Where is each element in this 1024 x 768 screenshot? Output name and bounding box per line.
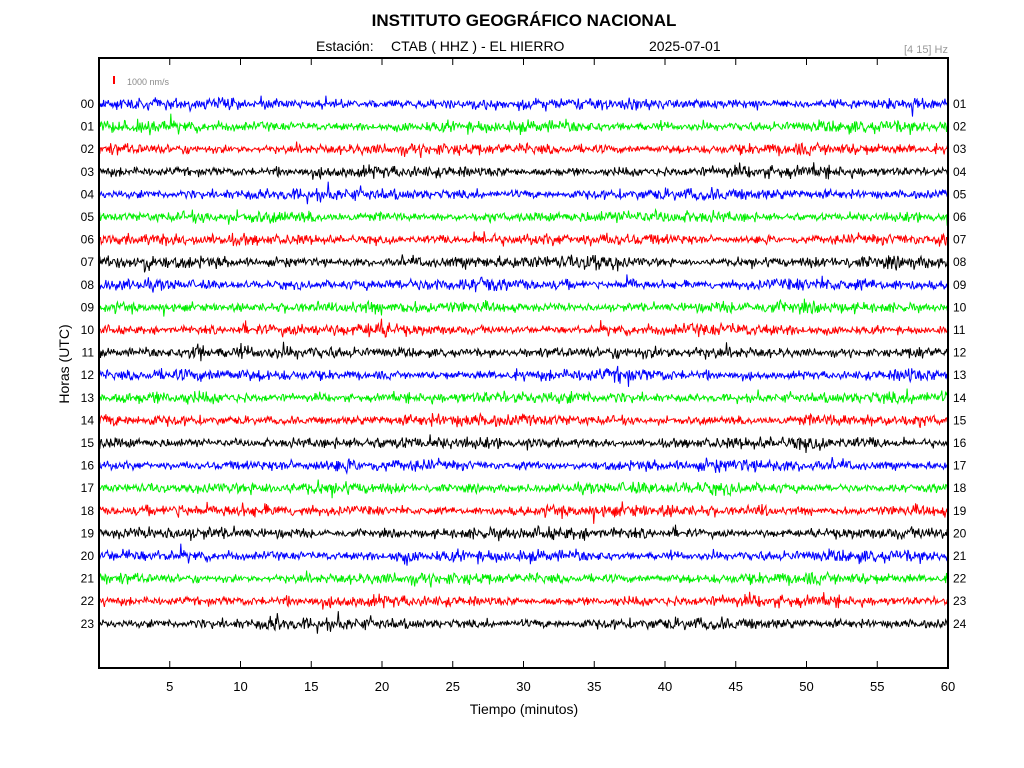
right-hour-label: 01 [953,97,967,111]
right-hour-label: 12 [953,346,967,360]
trace-hour-10 [100,318,947,338]
left-hour-label: 20 [81,549,95,563]
x-tick-label: 45 [729,679,743,694]
right-hour-label: 06 [953,210,967,224]
trace-hour-12 [100,365,947,387]
left-hour-label: 19 [81,526,95,540]
trace-hour-00 [100,95,947,117]
right-hour-label: 02 [953,120,967,134]
left-hour-label: 07 [81,255,95,269]
trace-hour-04 [100,181,947,205]
x-tick-label: 20 [375,679,389,694]
x-tick-label: 55 [870,679,884,694]
x-tick-label: 15 [304,679,318,694]
trace-hour-20 [100,543,947,566]
plot-area [100,95,947,634]
right-hour-label: 08 [953,255,967,269]
right-hour-label: 07 [953,233,967,247]
x-tick-label: 35 [587,679,601,694]
left-hour-label: 18 [81,504,95,518]
trace-hour-02 [100,141,947,158]
left-hour-label: 14 [81,413,95,427]
left-hour-label: 08 [81,278,95,292]
chart-title: INSTITUTO GEOGRÁFICO NACIONAL [372,11,677,30]
right-hour-label: 05 [953,187,967,201]
right-hour-label: 03 [953,142,967,156]
left-hour-label: 04 [81,187,95,201]
right-hour-label: 20 [953,526,967,540]
x-tick-label: 5 [166,679,173,694]
trace-hour-17 [100,479,947,499]
left-hour-label: 00 [81,97,95,111]
trace-hour-09 [100,298,947,317]
left-hour-label: 16 [81,459,95,473]
trace-hour-07 [100,254,947,273]
x-tick-label: 40 [658,679,672,694]
left-hour-label: 13 [81,391,95,405]
left-hour-label: 12 [81,368,95,382]
station-prefix: Estación: [316,38,374,54]
right-hour-label: 23 [953,594,967,608]
x-tick-label: 50 [799,679,813,694]
left-hour-label: 21 [81,572,95,586]
left-hour-label: 05 [81,210,95,224]
station-name: CTAB ( HHZ ) - EL HIERRO [391,38,565,54]
right-hour-label: 09 [953,278,967,292]
y-axis-label: Horas (UTC) [56,324,72,403]
trace-hour-15 [100,434,947,454]
right-hour-label: 14 [953,391,967,405]
trace-hour-21 [100,570,947,588]
left-hour-labels: 00 01 02 03 04 05 06 07 08 09 10 11 12 13 14 15 16 17 18 19… [81,97,95,631]
left-hour-label: 23 [81,617,95,631]
trace-hour-06 [100,231,947,247]
left-hour-label: 01 [81,120,95,134]
trace-hour-05 [100,207,947,226]
left-hour-label: 17 [81,481,95,495]
trace-hour-23 [100,611,947,634]
left-hour-label: 11 [82,346,95,360]
trace-hour-18 [100,501,947,524]
x-tick-label: 25 [446,679,460,694]
right-hour-label: 15 [953,413,967,427]
left-hour-label: 03 [81,165,95,179]
x-tick-label: 30 [516,679,530,694]
left-hour-label: 09 [81,300,95,314]
trace-hour-22 [100,591,947,610]
left-hour-label: 06 [81,233,95,247]
x-axis-label: Tiempo (minutos) [470,701,578,717]
trace-hour-14 [100,411,947,428]
right-hour-label: 21 [953,549,967,563]
trace-hour-03 [100,162,947,181]
right-hour-label: 04 [953,165,967,179]
filter-band: [4 15] Hz [904,44,948,56]
x-tick-label: 10 [233,679,247,694]
right-hour-label: 10 [953,300,967,314]
right-hour-label: 13 [953,368,967,382]
x-axis-ticks: 5 10 15 20 25 30 35 40 45 50 55 60 [166,58,955,694]
scale-bar [113,76,115,84]
x-tick-label: 60 [941,679,955,694]
right-hour-label: 11 [953,323,966,337]
right-hour-label: 18 [953,481,967,495]
trace-hour-16 [100,457,947,475]
right-hour-label: 19 [953,504,967,518]
record-date: 2025-07-01 [649,38,721,54]
right-hour-labels: 01 02 03 04 05 06 07 08 09 10 11 12 13 14 15 16 17 18 19 20… [953,97,967,631]
right-hour-label: 16 [953,436,967,450]
scale-label: 1000 nm/s [127,77,170,87]
trace-hour-19 [100,524,947,542]
trace-hour-08 [100,274,947,293]
left-hour-label: 22 [81,594,95,608]
right-hour-label: 24 [953,617,967,631]
trace-hour-11 [100,341,947,362]
trace-hour-01 [100,113,947,136]
left-hour-label: 02 [81,142,95,156]
right-hour-label: 17 [953,459,967,473]
right-hour-label: 22 [953,572,967,586]
trace-hour-13 [100,388,947,405]
left-hour-label: 15 [81,436,95,450]
left-hour-label: 10 [81,323,95,337]
